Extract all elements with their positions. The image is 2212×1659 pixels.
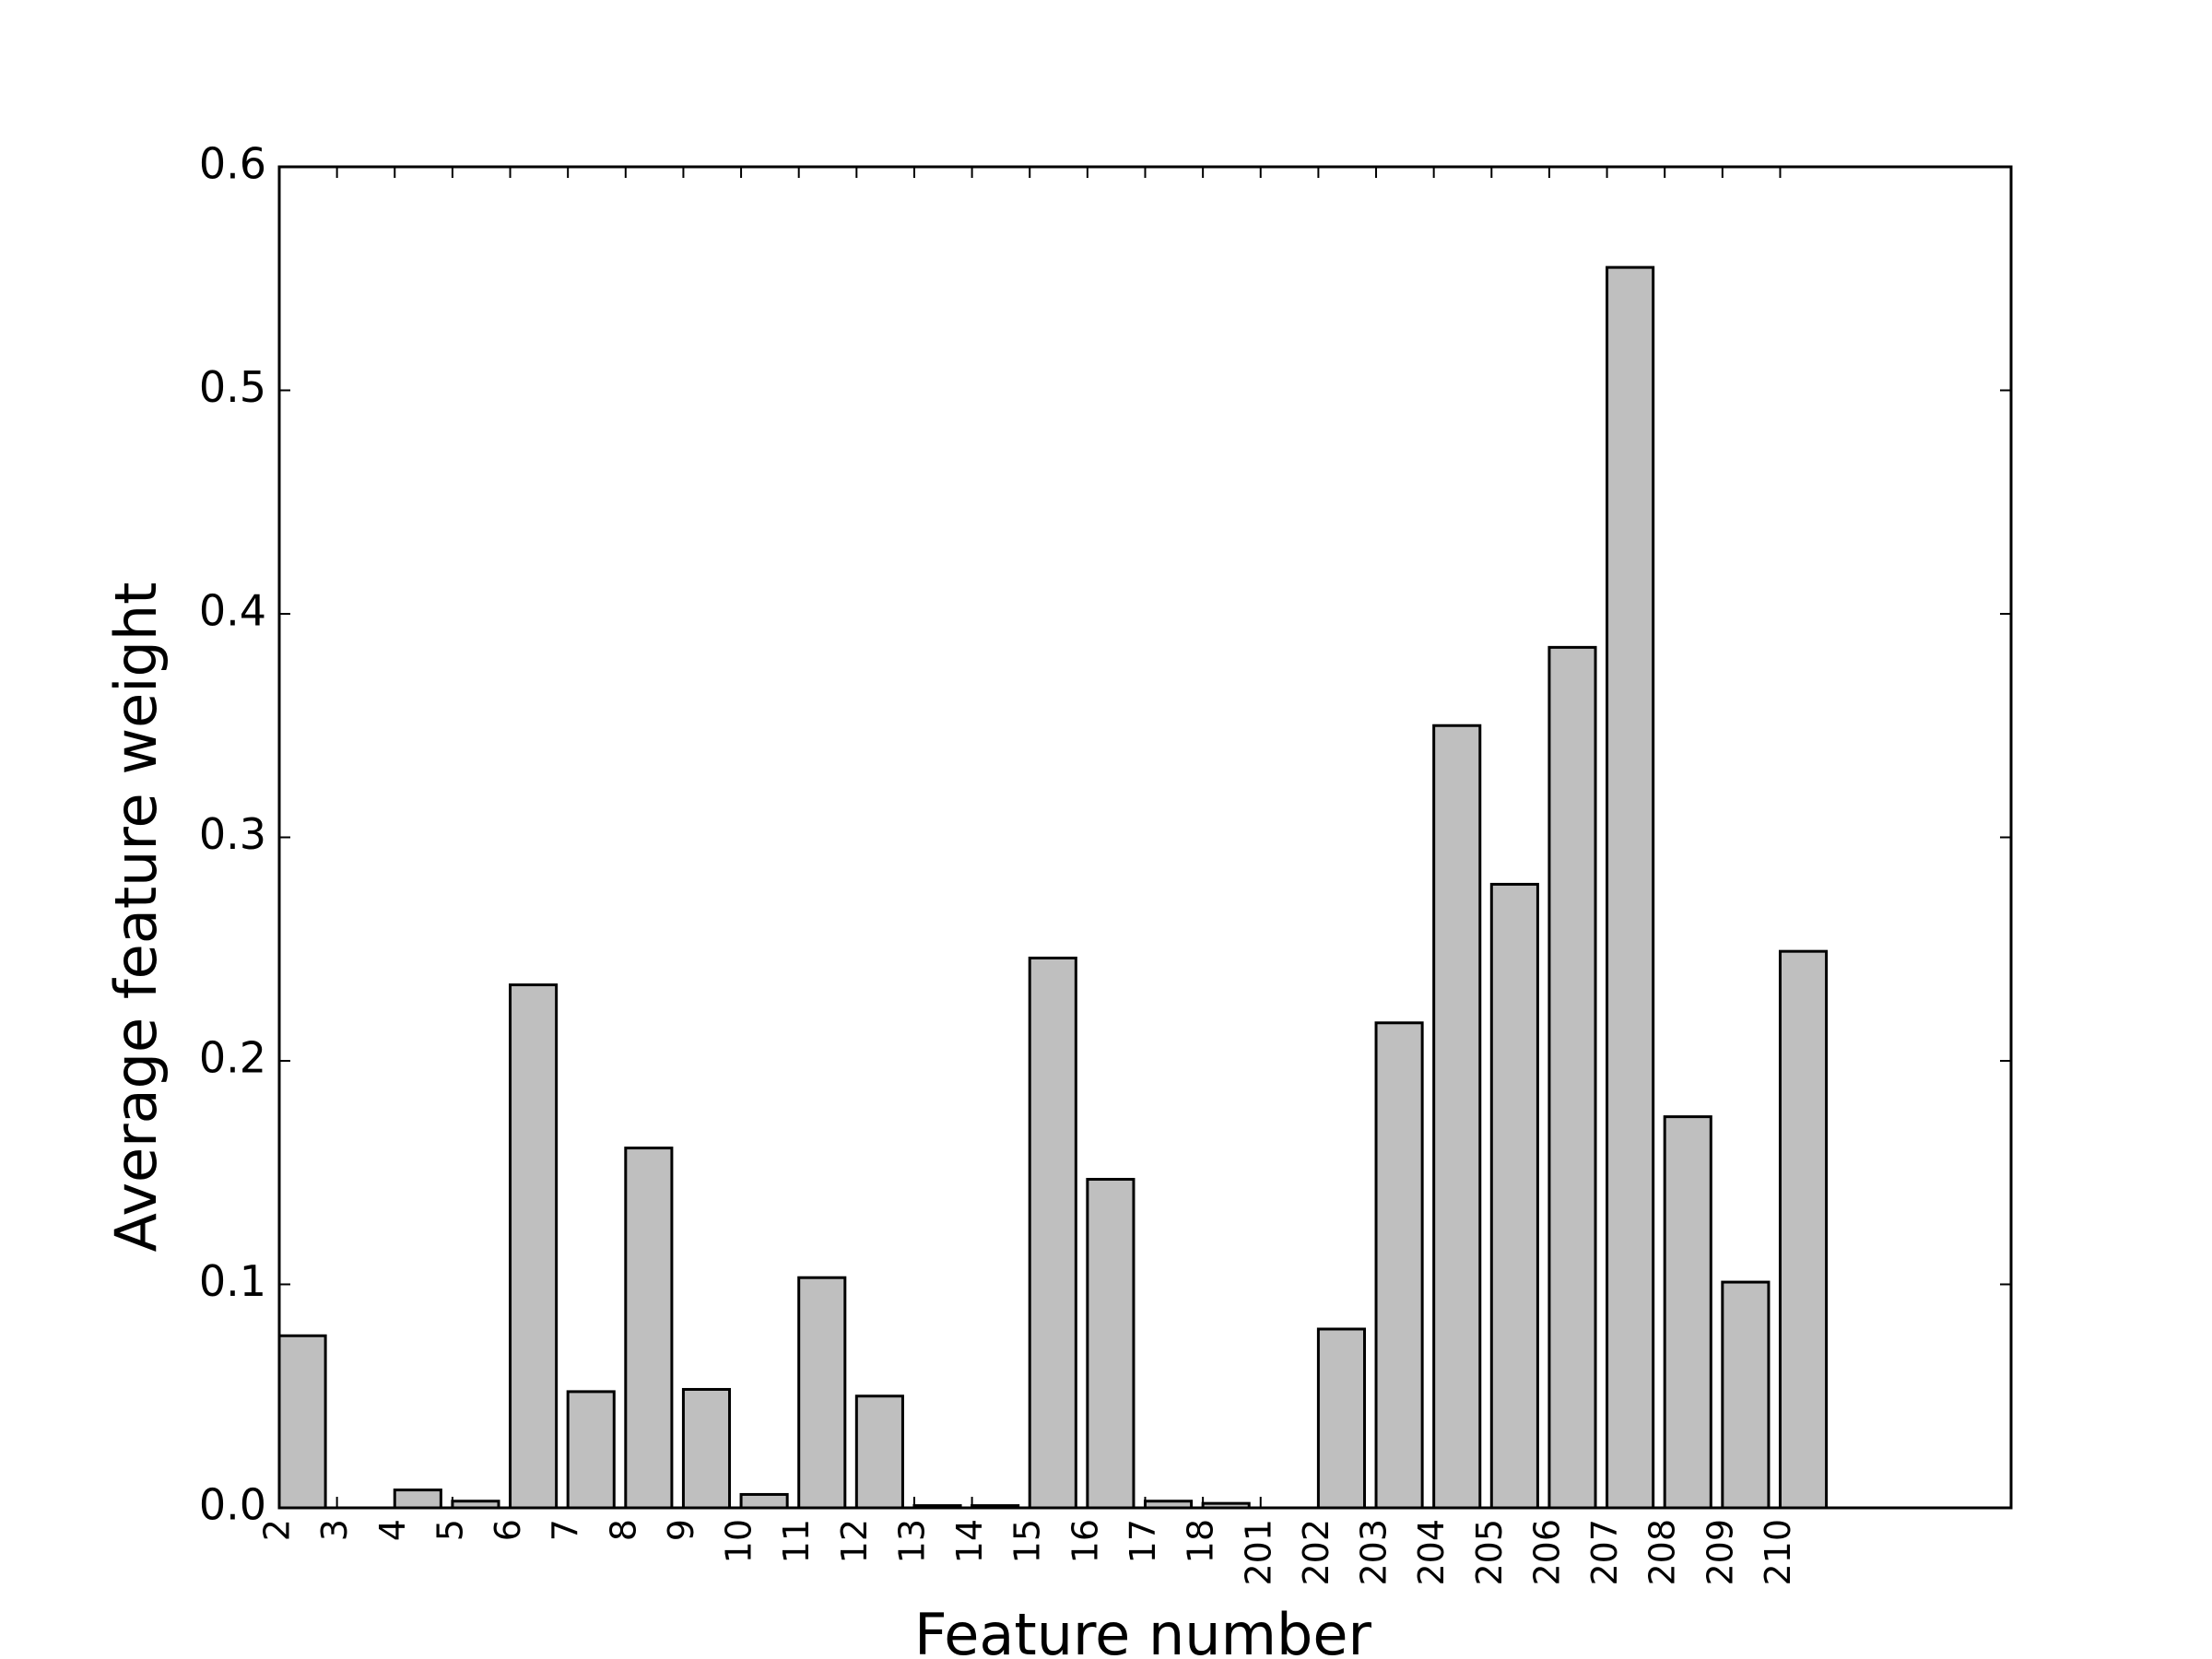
x-tick-label: 14 — [949, 1519, 990, 1563]
y-tick-label: 0.5 — [199, 362, 266, 412]
x-tick-label: 5 — [429, 1519, 470, 1541]
x-tick-label: 208 — [1642, 1519, 1683, 1586]
x-tick-label: 6 — [488, 1519, 528, 1541]
x-tick-label: 203 — [1354, 1519, 1394, 1586]
bar — [739, 1492, 789, 1510]
bar — [566, 1390, 616, 1510]
bar — [1028, 956, 1077, 1510]
y-tick-label: 0.1 — [199, 1256, 266, 1306]
bar — [1547, 645, 1597, 1510]
bar — [1374, 1021, 1424, 1510]
y-tick-label: 0.6 — [199, 139, 266, 189]
bar — [1086, 1178, 1135, 1510]
x-tick-label: 18 — [1181, 1519, 1221, 1563]
y-tick-label: 0.3 — [199, 809, 266, 859]
x-tick-label: 209 — [1700, 1519, 1740, 1586]
bar — [624, 1147, 674, 1510]
x-axis-label: Feature number — [914, 1601, 1371, 1659]
x-tick-label: 15 — [1007, 1519, 1048, 1563]
x-tick-label: 10 — [719, 1519, 759, 1563]
bar — [277, 1334, 327, 1510]
x-tick-label: 206 — [1526, 1519, 1567, 1586]
bar — [509, 983, 559, 1510]
x-tick-label: 2 — [257, 1519, 298, 1541]
bar — [1489, 882, 1539, 1510]
bar — [854, 1394, 904, 1510]
x-tick-label: 16 — [1065, 1519, 1105, 1563]
x-tick-label: 9 — [661, 1519, 701, 1541]
bar — [797, 1276, 847, 1510]
x-tick-label: 11 — [776, 1519, 817, 1563]
x-tick-label: 205 — [1469, 1519, 1510, 1586]
bar — [1663, 1115, 1712, 1510]
bar — [1606, 265, 1655, 1510]
x-tick-label: 17 — [1123, 1519, 1163, 1563]
bar — [681, 1387, 732, 1510]
x-tick-label: 13 — [891, 1519, 932, 1563]
y-tick-label: 0.2 — [199, 1033, 266, 1083]
bar — [1721, 1280, 1771, 1510]
bar — [393, 1488, 442, 1510]
x-tick-label: 8 — [603, 1519, 643, 1541]
x-tick-label: 4 — [372, 1519, 413, 1541]
x-tick-label: 207 — [1584, 1519, 1625, 1586]
bar — [1316, 1327, 1367, 1510]
x-tick-label: 7 — [546, 1519, 586, 1541]
x-tick-label: 204 — [1411, 1519, 1452, 1586]
y-tick-label: 0.0 — [199, 1480, 266, 1530]
bar — [1778, 949, 1829, 1510]
bar — [1432, 724, 1482, 1510]
x-tick-label: 201 — [1238, 1519, 1278, 1586]
y-tick-label: 0.4 — [199, 586, 266, 636]
plot-frame — [277, 165, 2013, 1510]
y-axis-label: Average feature weight — [102, 582, 170, 1253]
x-tick-label: 12 — [834, 1519, 875, 1563]
x-tick-label: 210 — [1758, 1519, 1798, 1586]
x-tick-label: 3 — [314, 1519, 355, 1541]
x-tick-label: 202 — [1296, 1519, 1336, 1586]
